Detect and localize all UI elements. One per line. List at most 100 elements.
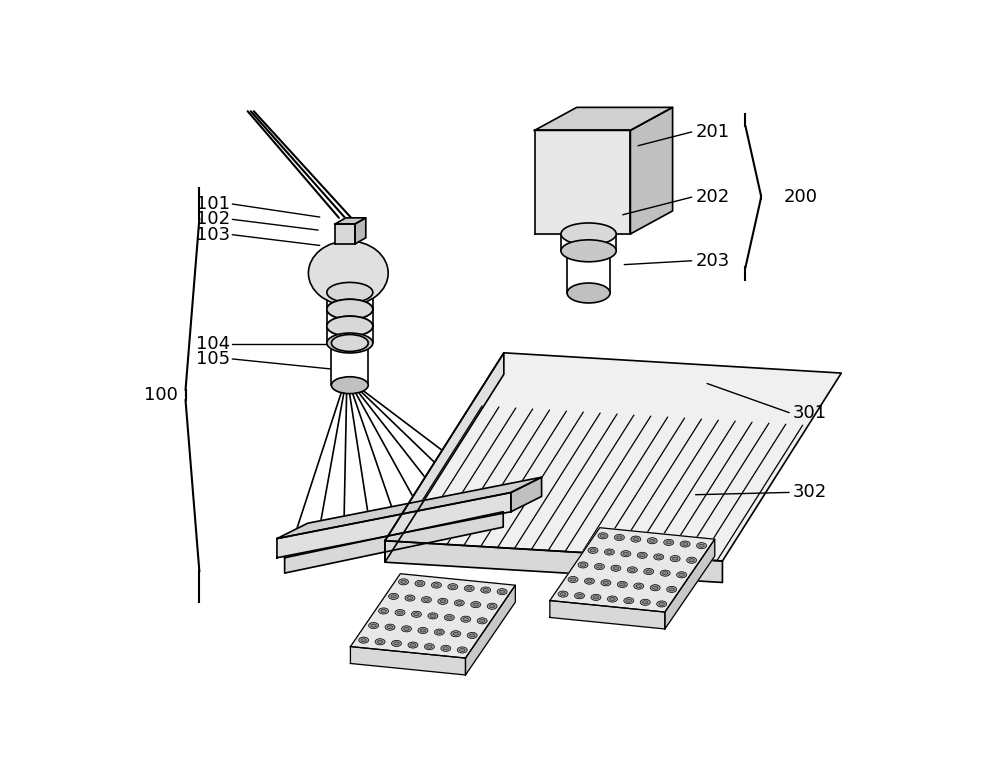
Ellipse shape <box>659 602 664 605</box>
Ellipse shape <box>430 614 436 617</box>
Ellipse shape <box>650 539 655 542</box>
Ellipse shape <box>697 542 707 548</box>
Ellipse shape <box>427 645 432 648</box>
Ellipse shape <box>611 565 621 571</box>
Ellipse shape <box>434 629 444 635</box>
Ellipse shape <box>385 624 395 630</box>
Ellipse shape <box>623 552 629 555</box>
Ellipse shape <box>457 647 467 653</box>
Ellipse shape <box>597 565 602 568</box>
Polygon shape <box>385 541 722 582</box>
Polygon shape <box>465 585 515 675</box>
Ellipse shape <box>607 596 617 602</box>
Ellipse shape <box>361 639 366 642</box>
Polygon shape <box>350 574 515 658</box>
Ellipse shape <box>600 535 606 538</box>
Ellipse shape <box>699 544 704 547</box>
Text: 101: 101 <box>196 195 230 213</box>
Ellipse shape <box>607 551 612 554</box>
Polygon shape <box>335 224 355 244</box>
Text: 102: 102 <box>196 210 230 229</box>
Ellipse shape <box>410 644 416 647</box>
Ellipse shape <box>560 593 566 596</box>
Ellipse shape <box>327 316 373 336</box>
Text: 201: 201 <box>696 123 730 141</box>
Ellipse shape <box>626 599 631 602</box>
Text: 200: 200 <box>784 188 818 206</box>
Ellipse shape <box>443 647 449 650</box>
Ellipse shape <box>670 555 680 561</box>
Polygon shape <box>630 107 673 234</box>
Ellipse shape <box>379 608 389 614</box>
Ellipse shape <box>577 594 582 597</box>
Ellipse shape <box>590 549 596 552</box>
Ellipse shape <box>407 597 413 600</box>
Ellipse shape <box>613 567 619 570</box>
Text: 203: 203 <box>696 252 730 270</box>
Ellipse shape <box>467 587 472 590</box>
Ellipse shape <box>471 601 481 607</box>
Ellipse shape <box>666 541 671 544</box>
Ellipse shape <box>677 571 687 578</box>
Ellipse shape <box>578 562 588 568</box>
Ellipse shape <box>411 611 421 617</box>
Ellipse shape <box>414 613 419 616</box>
Ellipse shape <box>657 601 667 607</box>
Ellipse shape <box>480 619 485 622</box>
Ellipse shape <box>497 588 507 594</box>
Ellipse shape <box>489 604 495 607</box>
Ellipse shape <box>682 542 688 545</box>
Ellipse shape <box>481 587 491 593</box>
Text: 302: 302 <box>793 483 827 502</box>
Ellipse shape <box>359 637 369 644</box>
Ellipse shape <box>667 586 677 592</box>
Polygon shape <box>355 218 366 244</box>
Ellipse shape <box>394 642 399 645</box>
Ellipse shape <box>399 579 409 585</box>
Ellipse shape <box>391 595 396 598</box>
Ellipse shape <box>587 580 592 583</box>
Ellipse shape <box>308 241 388 305</box>
Polygon shape <box>385 353 504 562</box>
Ellipse shape <box>679 573 684 576</box>
Ellipse shape <box>438 598 448 604</box>
Ellipse shape <box>561 223 616 245</box>
Ellipse shape <box>395 610 405 616</box>
Ellipse shape <box>636 584 641 588</box>
Ellipse shape <box>644 568 654 574</box>
Ellipse shape <box>408 642 418 648</box>
Ellipse shape <box>461 616 471 622</box>
Ellipse shape <box>647 538 657 544</box>
Ellipse shape <box>404 627 409 630</box>
Ellipse shape <box>371 624 376 627</box>
Text: 105: 105 <box>196 350 230 368</box>
Ellipse shape <box>558 591 568 597</box>
Ellipse shape <box>646 570 651 573</box>
Ellipse shape <box>369 623 379 629</box>
Ellipse shape <box>415 581 425 587</box>
Ellipse shape <box>650 584 660 591</box>
Ellipse shape <box>617 581 627 588</box>
Ellipse shape <box>664 539 674 545</box>
Ellipse shape <box>653 586 658 589</box>
Ellipse shape <box>389 594 399 600</box>
Ellipse shape <box>417 582 423 585</box>
Ellipse shape <box>617 536 622 539</box>
Ellipse shape <box>570 578 576 581</box>
Ellipse shape <box>424 598 429 601</box>
Polygon shape <box>277 492 511 558</box>
Text: 103: 103 <box>196 225 230 244</box>
Ellipse shape <box>487 603 497 609</box>
Ellipse shape <box>428 613 438 619</box>
Ellipse shape <box>457 601 462 604</box>
Ellipse shape <box>437 630 442 634</box>
Ellipse shape <box>594 564 604 570</box>
Ellipse shape <box>610 597 615 601</box>
Ellipse shape <box>467 632 477 638</box>
Ellipse shape <box>598 533 608 539</box>
Ellipse shape <box>327 316 373 336</box>
Ellipse shape <box>327 333 373 353</box>
Ellipse shape <box>483 588 488 591</box>
Ellipse shape <box>327 299 373 319</box>
Polygon shape <box>277 477 542 538</box>
